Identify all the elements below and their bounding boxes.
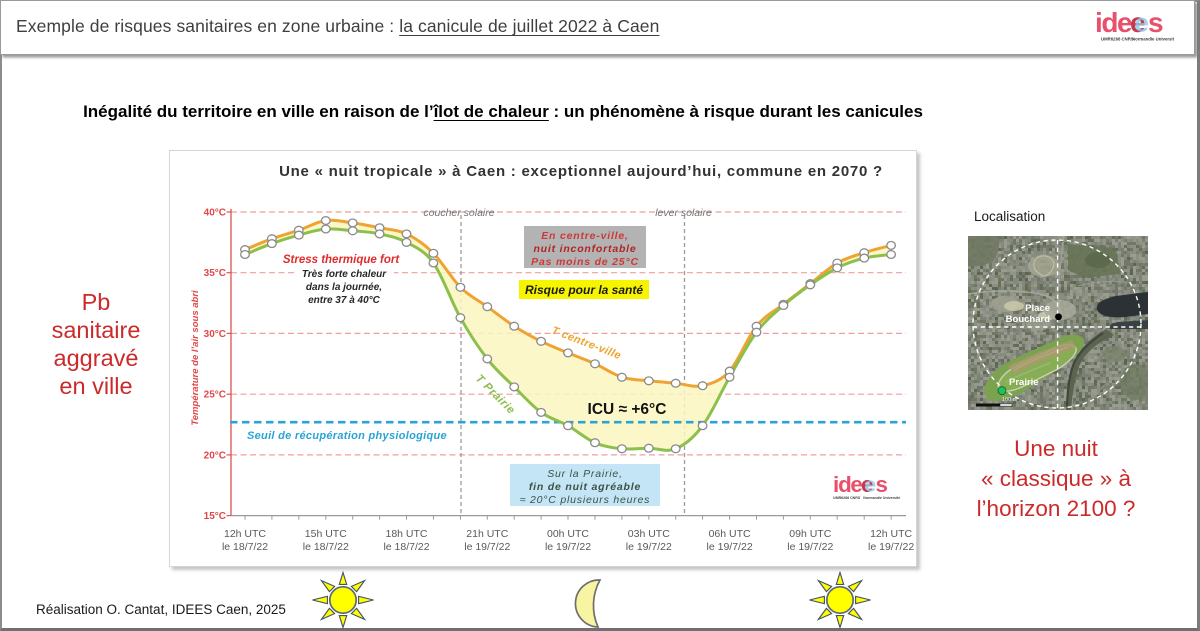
svg-text:e: e [861,472,873,497]
svg-text:≈ 20°C plusieurs heures: ≈ 20°C plusieurs heures [520,494,651,506]
svg-text:25°C: 25°C [204,390,226,401]
svg-text:lever solaire: lever solaire [655,207,712,219]
svg-text:dans la journée,: dans la journée, [306,282,382,293]
svg-text:le 18/7/22: le 18/7/22 [222,541,268,553]
svg-text:06h UTC: 06h UTC [709,528,751,540]
svg-text:Seuil de récupération physiolo: Seuil de récupération physiologique [247,430,447,442]
svg-text:id: id [833,472,851,497]
svg-text:le 18/7/22: le 18/7/22 [383,541,429,553]
svg-text:e: e [1135,7,1149,37]
svg-text:le 19/7/22: le 19/7/22 [787,541,833,553]
svg-text:fin de nuit agréable: fin de nuit agréable [529,481,641,493]
svg-text:entre 37 à 40°C: entre 37 à 40°C [308,295,381,306]
svg-text:ICU ≈ +6°C: ICU ≈ +6°C [588,401,667,418]
svg-text:12h UTC: 12h UTC [224,528,266,540]
svg-text:30°C: 30°C [204,329,226,340]
svg-text:Très forte chaleur: Très forte chaleur [302,269,387,280]
svg-text:UMR6266 CNRS: UMR6266 CNRS [1101,37,1134,42]
svg-text:En centre-ville,: En centre-ville, [541,230,629,242]
svg-text:e: e [1130,7,1146,38]
svg-text:nuit inconfortable: nuit inconfortable [533,243,636,255]
svg-text:09h UTC: 09h UTC [789,528,831,540]
svg-text:18h UTC: 18h UTC [385,528,427,540]
svg-text:le 19/7/22: le 19/7/22 [707,541,753,553]
svg-text:Pas moins de 25°C: Pas moins de 25°C [531,256,639,268]
svg-text:le 19/7/22: le 19/7/22 [626,541,672,553]
svg-text:id: id [1095,7,1117,38]
svg-text:le 19/7/22: le 19/7/22 [868,541,914,553]
svg-text:40°C: 40°C [204,208,226,219]
svg-text:21h UTC: 21h UTC [466,528,508,540]
svg-text:20°C: 20°C [204,450,226,461]
svg-text:100 m: 100 m [1002,397,1018,403]
svg-text:03h UTC: 03h UTC [628,528,670,540]
svg-text:Place: Place [1025,303,1050,314]
svg-text:12h UTC: 12h UTC [870,528,912,540]
svg-text:15°C: 15°C [204,511,226,522]
svg-text:15h UTC: 15h UTC [305,528,347,540]
svg-text:UMR6266 CNRS: UMR6266 CNRS [833,496,861,500]
svg-text:s: s [1148,7,1164,38]
svg-text:35°C: 35°C [204,268,226,279]
svg-text:e: e [865,473,877,496]
svg-text:Risque pour la santé: Risque pour la santé [525,283,643,297]
svg-text:le 19/7/22: le 19/7/22 [464,541,510,553]
svg-text:Normandie Université: Normandie Université [863,496,900,500]
svg-text:Sur la Prairie,: Sur la Prairie, [547,468,623,480]
svg-text:Stress thermique fort: Stress thermique fort [283,254,400,266]
svg-text:Prairie: Prairie [1009,377,1039,388]
svg-text:Une « nuit tropicale » à Caen: Une « nuit tropicale » à Caen : exceptio… [279,163,883,180]
svg-text:00h UTC: 00h UTC [547,528,589,540]
svg-text:Normandie Université: Normandie Université [1132,37,1174,42]
svg-text:e: e [1117,7,1133,38]
svg-text:s: s [876,472,888,497]
svg-text:e: e [850,472,862,497]
svg-text:Bouchard: Bouchard [1006,314,1051,325]
svg-text:le 18/7/22: le 18/7/22 [303,541,349,553]
svg-text:Température de l’air sous abri: Température de l’air sous abri [190,290,201,426]
svg-text:le 19/7/22: le 19/7/22 [545,541,591,553]
svg-text:coucher solaire: coucher solaire [423,207,494,219]
